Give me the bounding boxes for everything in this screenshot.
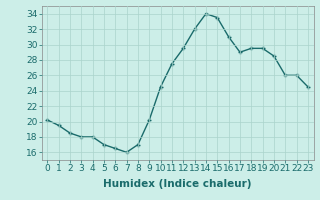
X-axis label: Humidex (Indice chaleur): Humidex (Indice chaleur) bbox=[103, 179, 252, 189]
